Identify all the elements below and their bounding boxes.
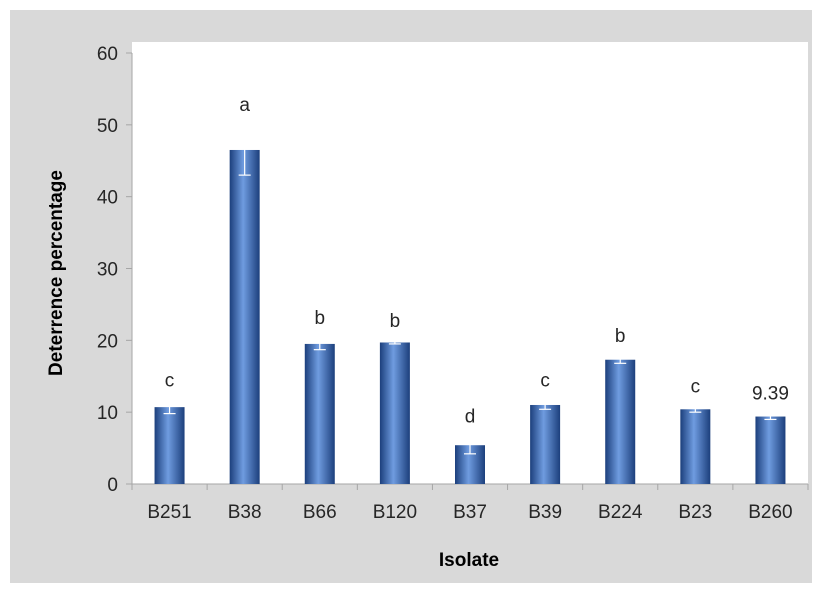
bar [755,416,786,484]
error-bar [313,337,326,351]
y-tick-label: 40 [97,188,118,209]
x-tick-label: B120 [373,502,417,523]
bar-label: c [540,371,550,392]
y-axis-title: Deterrence percentage [46,170,67,376]
x-tick-label: B66 [303,502,337,523]
x-tick-label: B39 [528,502,562,523]
x-axis-title: Isolate [439,550,499,571]
y-tick-label: 60 [97,44,118,65]
bar-label: c [691,376,701,397]
error-bar [464,435,476,455]
error-bar [539,400,552,410]
x-tick-label: B23 [678,502,712,523]
bar-labels: c a b b d c b c 9.39 [165,95,789,428]
chart-frame: 0 10 20 30 40 50 60 B251 B38 B66 B120 B37 B39 B224 B2… [10,10,812,583]
bar [229,149,260,484]
bar [154,407,185,484]
bar [530,404,561,484]
y-tick-label: 20 [97,331,118,352]
error-bar [163,400,176,415]
x-tick-label: B38 [228,502,262,523]
y-tick-label: 0 [107,475,118,496]
bars [154,124,786,484]
bar-label: 9.39 [752,384,789,405]
x-tick-label: B260 [748,502,792,523]
error-bar [238,124,251,176]
error-bar [614,355,627,364]
y-tick-label: 10 [97,403,118,424]
y-tick-label: 50 [97,116,118,137]
bar-label: c [165,371,175,392]
x-tick-label: B251 [147,502,191,523]
bar [304,343,335,484]
bar-label: b [390,311,401,332]
x-tick-label: B37 [453,502,487,523]
bar [379,342,410,484]
error-bar [388,340,401,345]
x-axis: B251 B38 B66 B120 B37 B39 B224 B23 B260 [131,483,809,523]
y-axis: 0 10 20 30 40 50 60 [97,44,133,496]
y-tick-label: 30 [97,260,118,281]
x-tick-label: B224 [598,502,643,523]
error-bar [689,405,702,413]
bar [680,409,711,484]
bar-label: a [239,95,250,116]
bar [605,359,636,484]
bar-label: b [314,308,325,329]
bar-label: d [465,407,476,428]
bar-label: b [615,326,626,347]
error-bar [764,413,777,421]
